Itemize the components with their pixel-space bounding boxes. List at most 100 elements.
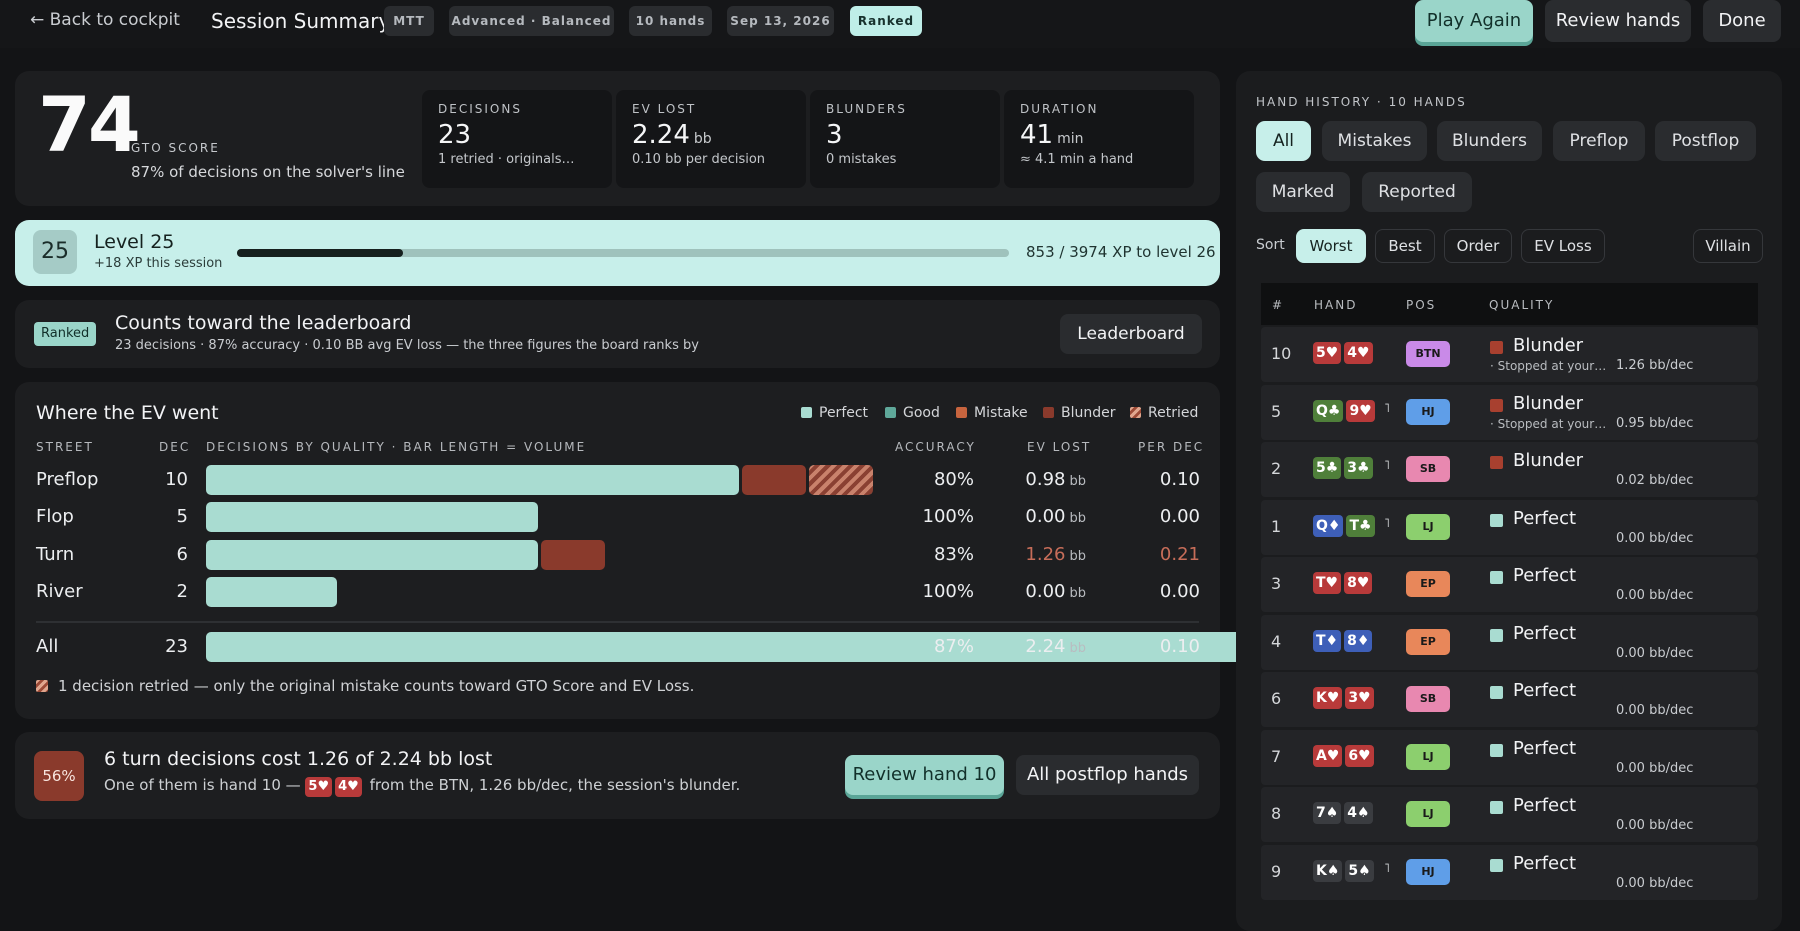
legend-swatch-icon xyxy=(956,407,967,418)
level-title: Level 25 xyxy=(94,231,175,253)
filter-postflop[interactable]: Postflop xyxy=(1655,121,1756,161)
playing-card: 5♣ xyxy=(1313,457,1342,479)
hand-row-8[interactable]: 8 7♠ 4♠ LJ Perfect 0.00 bb/dec xyxy=(1261,787,1758,842)
filter-preflop[interactable]: Preflop xyxy=(1553,121,1645,161)
sort-ev-loss[interactable]: EV Loss xyxy=(1521,229,1605,263)
quality-swatch-icon xyxy=(1490,628,1503,642)
legend-label: Perfect xyxy=(819,405,869,421)
level-xp-text: 853 / 3974 XP to level 26 xyxy=(1026,243,1216,261)
playing-card: T♦ xyxy=(1313,629,1342,652)
stat-duration: DURATION 41 min ≈ 4.1 min a hand xyxy=(1004,90,1194,188)
stat-label: BLUNDERS xyxy=(826,102,907,116)
back-link[interactable]: ← Back to cockpit xyxy=(30,10,180,30)
bar-blunder xyxy=(742,465,806,495)
sort-worst[interactable]: Worst xyxy=(1296,229,1366,263)
hand-number: 9 xyxy=(1271,861,1282,881)
sort-best[interactable]: Best xyxy=(1375,229,1435,263)
legend-label: Retried xyxy=(1148,405,1199,421)
play-again-button[interactable]: Play Again xyxy=(1415,0,1533,42)
villain-button[interactable]: Villain xyxy=(1693,229,1763,263)
hand-row-9[interactable]: 9 K♠ 5♠ ˥ HJ Perfect 0.00 bb/dec xyxy=(1261,844,1758,900)
stat-sub: 1 retried · originals… xyxy=(438,152,575,167)
filter-reported[interactable]: Reported xyxy=(1362,172,1472,212)
legend-blunder: Blunder xyxy=(1043,405,1116,421)
quality-swatch-icon xyxy=(1490,398,1503,412)
review-hand-10-button[interactable]: Review hand 10 xyxy=(845,755,1004,795)
page-title: Session Summary xyxy=(211,9,391,33)
legend-swatch-icon xyxy=(801,407,812,418)
row-ev-lost-unit: bb xyxy=(1069,641,1086,656)
hand-number: 5 xyxy=(1271,401,1282,421)
quality-note: · Stopped at your … xyxy=(1490,359,1608,373)
bar-perfect xyxy=(206,577,337,607)
hand-row-4[interactable]: 4 T♦ 8♦ EP Perfect 0.00 bb/dec xyxy=(1261,614,1758,670)
stat-value: 23 xyxy=(438,120,596,150)
hand-row-10[interactable]: 10 5♥ 4♥ BTN Blunder · Stopped at your … 1.26 … xyxy=(1261,327,1758,382)
leaderboard-button[interactable]: Leaderboard xyxy=(1060,314,1202,354)
review-hands-button[interactable]: Review hands xyxy=(1545,0,1691,42)
quality-label: Perfect xyxy=(1513,565,1577,586)
row-ev-lost-unit: bb xyxy=(1069,474,1086,489)
hand-row-6[interactable]: 6 K♥ 3♥ SB Perfect 0.00 bb/dec xyxy=(1261,672,1758,727)
ev-divider xyxy=(36,621,1199,623)
hand-row-2[interactable]: 2 5♣ 3♣ ˥ SB Blunder 0.02 bb/dec xyxy=(1261,442,1758,497)
row-street-turn: Turn xyxy=(36,544,75,565)
bar-perfect xyxy=(206,540,538,570)
done-button[interactable]: Done xyxy=(1703,0,1781,42)
row-per-dec: 0.00 xyxy=(1159,506,1200,527)
sort-order[interactable]: Order xyxy=(1444,229,1512,263)
row-dec: 6 xyxy=(176,544,188,565)
stat-sub: 0.10 bb per decision xyxy=(632,152,766,167)
quality-note: · Stopped at your … xyxy=(1490,416,1608,431)
position-badge: LJ xyxy=(1406,743,1450,770)
hand-ev: 0.00 bb/dec xyxy=(1616,818,1694,833)
position-badge: LJ xyxy=(1406,801,1450,827)
quality-label: Perfect xyxy=(1513,852,1577,874)
hand-row-7[interactable]: 7 A♥ 6♥ LJ Perfect 0.00 bb/dec xyxy=(1261,729,1758,785)
stat-label: DECISIONS xyxy=(438,102,522,116)
filter-marked[interactable]: Marked xyxy=(1256,172,1350,212)
col-bars: DECISIONS BY QUALITY · BAR LENGTH = VOLU… xyxy=(206,440,587,454)
bar-blunder xyxy=(541,540,605,570)
mode-chip: MTT xyxy=(384,6,434,36)
position-badge: HJ xyxy=(1406,398,1450,425)
date-chip: Sep 13, 2026 xyxy=(727,6,834,36)
stat-blunders: BLUNDERS 3 0 mistakes xyxy=(810,90,1000,188)
insight-title: 6 turn decisions cost 1.26 of 2.24 bb lo… xyxy=(104,748,493,770)
playing-card: T♣ xyxy=(1346,514,1375,537)
level-progress-track xyxy=(237,249,1009,257)
stat-value-number: 3 xyxy=(826,120,843,150)
hand-row-5[interactable]: 5 Q♣ 9♥ ˥ HJ Blunder · Stopped at your … 0.95 b… xyxy=(1261,384,1758,440)
stat-value: 2.24 bb xyxy=(632,120,790,150)
position-badge: LJ xyxy=(1406,513,1450,540)
ranked-card xyxy=(15,300,1220,368)
gto-score-label: GTO SCORE xyxy=(131,141,220,155)
hand-ev: 1.26 bb/dec xyxy=(1616,358,1694,373)
stat-decisions: DECISIONS 23 1 retried · originals… xyxy=(422,90,612,188)
hand-ev: 0.00 bb/dec xyxy=(1616,645,1694,661)
hand-ev: 0.00 bb/dec xyxy=(1616,760,1694,776)
hand-number: 4 xyxy=(1271,631,1282,651)
playing-card: 3♣ xyxy=(1344,457,1373,479)
legend-label: Blunder xyxy=(1061,405,1116,421)
hand-row-3[interactable]: 3 T♥ 8♥ EP Perfect 0.00 bb/dec xyxy=(1261,557,1758,612)
hand-ev: 0.00 bb/dec xyxy=(1616,875,1694,891)
col-dec: DEC xyxy=(159,440,191,454)
col-per-dec: PER DEC xyxy=(1138,440,1205,454)
quality-swatch-icon xyxy=(1490,858,1503,872)
row-per-dec: 0.21 xyxy=(1159,544,1200,565)
all-postflop-hands-button[interactable]: All postflop hands xyxy=(1016,755,1199,795)
playing-card: 7♠ xyxy=(1313,802,1342,824)
filter-blunders[interactable]: Blunders xyxy=(1437,121,1542,161)
legend-good: Good xyxy=(885,405,940,421)
filter-mistakes[interactable]: Mistakes xyxy=(1322,121,1427,161)
filter-all[interactable]: All xyxy=(1256,121,1311,161)
col-quality: QUALITY xyxy=(1489,298,1555,312)
playing-card: K♠ xyxy=(1313,859,1343,882)
playing-card: 9♥ xyxy=(1346,399,1375,422)
hand-row-1[interactable]: 1 Q♦ T♣ ˥ LJ Perfect 0.00 bb/dec xyxy=(1261,499,1758,555)
sort-label: Sort xyxy=(1256,237,1285,253)
row-ev-lost-value: 0.98 xyxy=(1025,469,1066,490)
hand-number: 2 xyxy=(1271,459,1282,478)
insight-card-1: 5♥ xyxy=(305,777,333,797)
